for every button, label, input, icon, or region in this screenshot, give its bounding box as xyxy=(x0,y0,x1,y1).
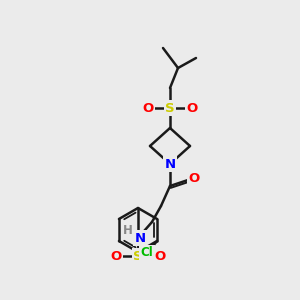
Text: N: N xyxy=(134,232,146,244)
Text: O: O xyxy=(110,250,122,262)
Text: O: O xyxy=(186,101,198,115)
Text: N: N xyxy=(164,158,175,170)
Text: O: O xyxy=(154,250,166,262)
Text: S: S xyxy=(165,101,175,115)
Text: O: O xyxy=(142,101,154,115)
Text: Cl: Cl xyxy=(141,247,153,260)
Text: H: H xyxy=(123,224,133,236)
Text: S: S xyxy=(133,250,143,262)
Text: O: O xyxy=(188,172,200,184)
